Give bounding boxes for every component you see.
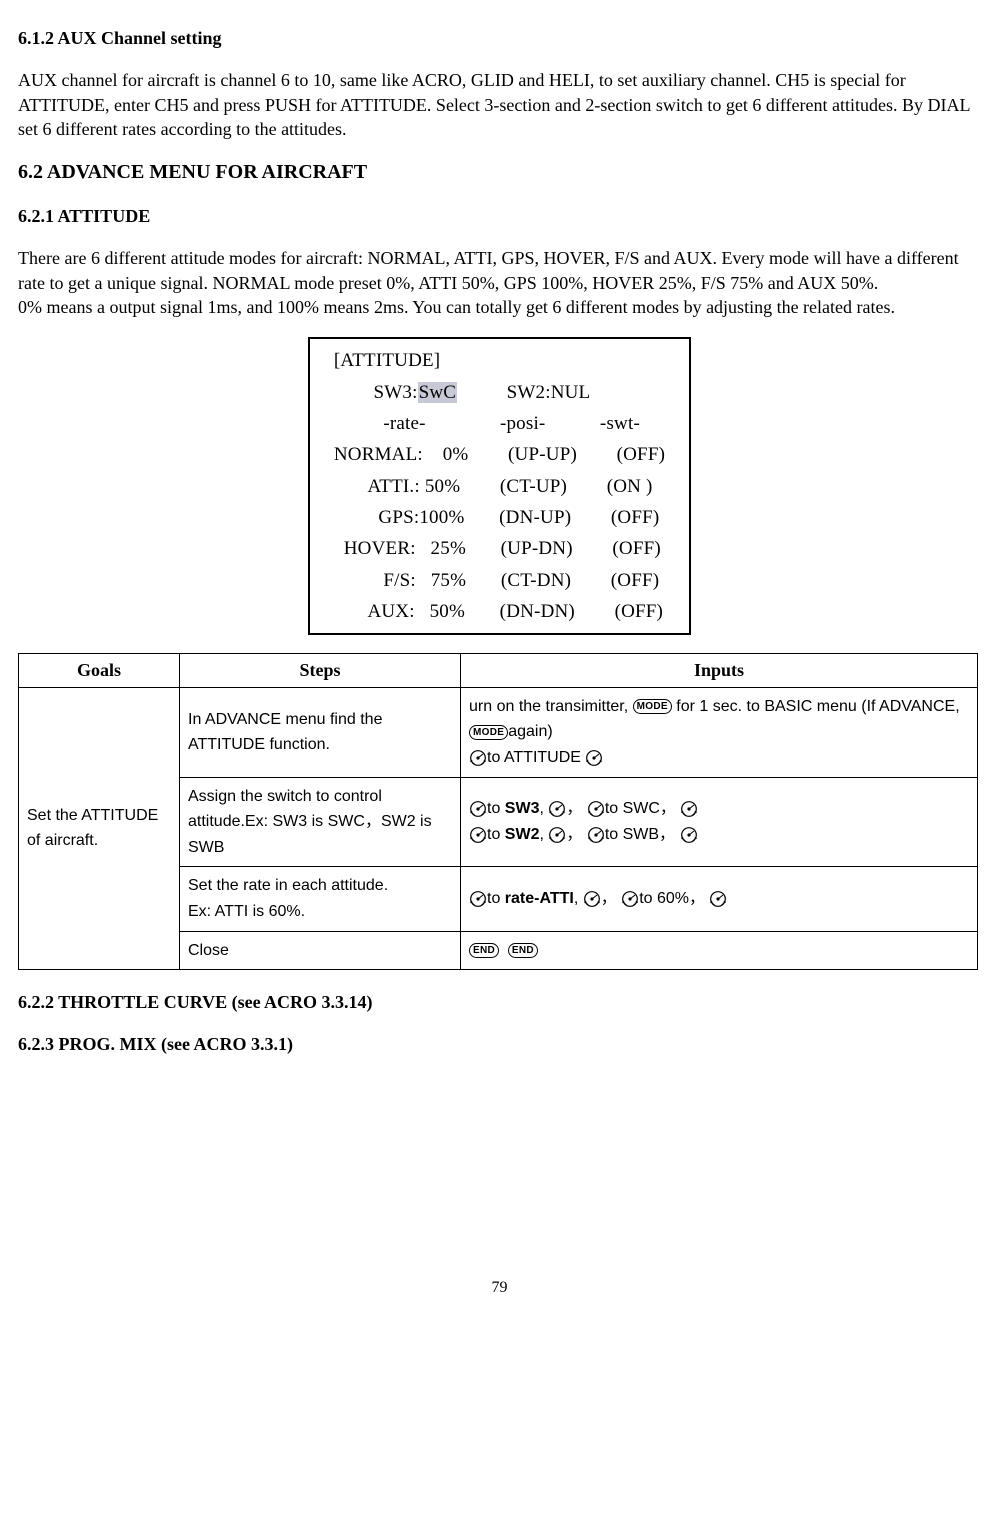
txt-bold: SW2 — [505, 826, 540, 843]
td-step3: Set the rate in each attitude. Ex: ATTI … — [180, 867, 461, 931]
para-621b: 0% means a output signal 1ms, and 100% m… — [18, 297, 895, 317]
row-swt: (OFF) — [612, 538, 661, 559]
dial-icon — [548, 826, 566, 844]
dial-icon — [621, 890, 639, 908]
row-label: HOVER: — [344, 538, 416, 559]
row-posi: (DN-DN) — [500, 601, 575, 622]
row-rate: 50% — [430, 601, 465, 622]
txt: to — [487, 826, 505, 843]
txt: to 60%， — [639, 890, 705, 907]
instruction-table: Goals Steps Inputs Set the ATTITUDE of a… — [18, 653, 978, 970]
heading-621: 6.2.1 ATTITUDE — [18, 204, 981, 228]
screen-row-aux: AUX: 50% (DN-DN) (OFF) — [334, 596, 665, 627]
attitude-screen: [ATTITUDE] SW3:SwC SW2:NUL -rate- -posi-… — [18, 337, 981, 635]
row-rate: 25% — [431, 538, 466, 559]
td-goal: Set the ATTITUDE of aircraft. — [19, 687, 180, 969]
txt: again) — [508, 723, 552, 740]
end-icon: END — [469, 943, 499, 958]
dial-icon — [587, 800, 605, 818]
end-icon: END — [508, 943, 538, 958]
row-rate: 100% — [419, 507, 464, 528]
row-swt: (OFF) — [611, 507, 660, 528]
txt: for 1 sec. to BASIC menu (If ADVANCE, — [676, 698, 959, 715]
mode-icon: MODE — [633, 699, 672, 714]
th-inputs: Inputs — [461, 654, 978, 687]
heading-612: 6.1.2 AUX Channel setting — [18, 26, 981, 50]
td-step4: Close — [180, 931, 461, 970]
txt-bold: SW3 — [505, 800, 540, 817]
dial-icon — [680, 800, 698, 818]
txt: Ex: ATTI is 60%. — [188, 903, 305, 920]
dial-icon — [680, 826, 698, 844]
row-rate: 50% — [425, 476, 460, 497]
txt: urn on the transimitter, — [469, 698, 628, 715]
sw3-val: SwC — [418, 382, 458, 403]
screen-row-hover: HOVER: 25% (UP-DN) (OFF) — [334, 533, 665, 564]
heading-623: 6.2.3 PROG. MIX (see ACRO 3.3.1) — [18, 1032, 981, 1056]
sw2-val: SW2:NUL — [507, 382, 591, 403]
dial-icon — [585, 749, 603, 767]
td-input2: to SW3, ， to SWC， to SW2, ， to SWB， — [461, 777, 978, 867]
para-621: There are 6 different attitude modes for… — [18, 246, 981, 319]
dial-icon — [469, 890, 487, 908]
row-posi: (CT-DN) — [501, 570, 571, 591]
heading-62: 6.2 ADVANCE MENU FOR AIRCRAFT — [18, 159, 981, 186]
txt-bold: rate-ATTI — [505, 890, 574, 907]
th-goals: Goals — [19, 654, 180, 687]
row-posi: (DN-UP) — [499, 507, 571, 528]
txt: to ATTITUDE — [487, 749, 581, 766]
dial-icon — [469, 749, 487, 767]
td-input3: to rate-ATTI, ， to 60%， — [461, 867, 978, 931]
txt: to SWB， — [605, 826, 675, 843]
screen-sw-row: SW3:SwC SW2:NUL — [334, 377, 665, 408]
para-621a: There are 6 different attitude modes for… — [18, 248, 959, 292]
sw3-label: SW3: — [373, 382, 417, 403]
screen-row-gps: GPS:100% (DN-UP) (OFF) — [334, 502, 665, 533]
heading-622: 6.2.2 THROTTLE CURVE (see ACRO 3.3.14) — [18, 990, 981, 1014]
screen-row-fs: F/S: 75% (CT-DN) (OFF) — [334, 565, 665, 596]
screen-row-atti: ATTI.: 50% (CT-UP) (ON ) — [334, 471, 665, 502]
dial-icon — [469, 826, 487, 844]
page-number: 79 — [18, 1277, 981, 1299]
para-612: AUX channel for aircraft is channel 6 to… — [18, 68, 981, 141]
th-steps: Steps — [180, 654, 461, 687]
row-rate: 75% — [431, 570, 466, 591]
td-step2: Assign the switch to control attitude.Ex… — [180, 777, 461, 867]
screen-row-normal: NORMAL: 0% (UP-UP) (OFF) — [334, 439, 665, 470]
dial-icon — [469, 800, 487, 818]
row-label: F/S: — [383, 570, 416, 591]
row-label: GPS: — [378, 507, 419, 528]
row-swt: (OFF) — [617, 444, 666, 465]
row-rate: 0% — [443, 444, 469, 465]
dial-icon — [709, 890, 727, 908]
td-step1: In ADVANCE menu find the ATTITUDE functi… — [180, 687, 461, 777]
txt: Set the rate in each attitude. — [188, 877, 388, 894]
hdr-rate: -rate- — [383, 413, 425, 434]
td-input4: END END — [461, 931, 978, 970]
mode-icon: MODE — [469, 725, 508, 740]
row-swt: (OFF) — [615, 601, 664, 622]
row-posi: (UP-DN) — [501, 538, 573, 559]
screen-title: [ATTITUDE] — [334, 345, 665, 376]
dial-icon — [587, 826, 605, 844]
txt: to SWC， — [605, 800, 676, 817]
row-label: NORMAL: — [334, 444, 423, 465]
hdr-posi: -posi- — [500, 413, 546, 434]
row-label: ATTI.: — [367, 476, 419, 497]
row-posi: (UP-UP) — [508, 444, 577, 465]
txt: to — [487, 890, 505, 907]
screen-hdr-row: -rate- -posi- -swt- — [334, 408, 665, 439]
row-label: AUX: — [367, 601, 414, 622]
hdr-swt: -swt- — [600, 413, 640, 434]
row-posi: (CT-UP) — [500, 476, 567, 497]
row-swt: (ON ) — [607, 476, 653, 497]
td-input1: urn on the transimitter, MODE for 1 sec.… — [461, 687, 978, 777]
dial-icon — [548, 800, 566, 818]
dial-icon — [583, 890, 601, 908]
txt: to — [487, 800, 505, 817]
row-swt: (OFF) — [611, 570, 660, 591]
